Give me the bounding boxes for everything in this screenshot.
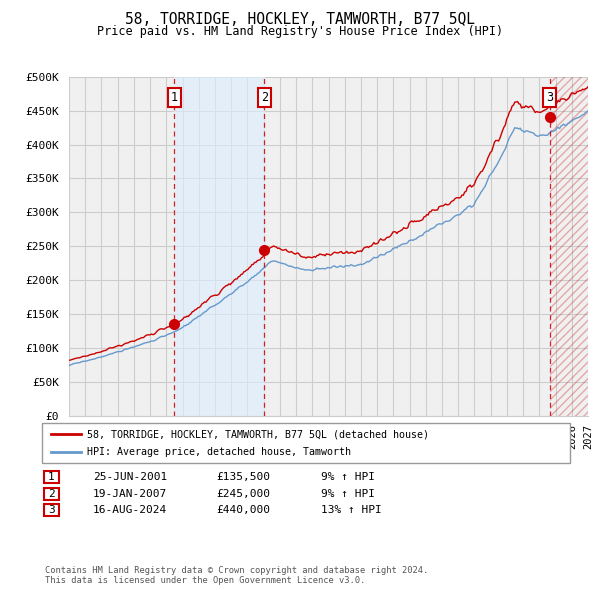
Text: 58, TORRIDGE, HOCKLEY, TAMWORTH, B77 5QL (detached house): 58, TORRIDGE, HOCKLEY, TAMWORTH, B77 5QL… [87,430,429,440]
Text: Contains HM Land Registry data © Crown copyright and database right 2024.
This d: Contains HM Land Registry data © Crown c… [45,566,428,585]
Text: 9% ↑ HPI: 9% ↑ HPI [321,473,375,482]
Text: 3: 3 [546,90,553,104]
Bar [174,77,265,416]
Text: 16-AUG-2024: 16-AUG-2024 [93,506,167,515]
Text: 1: 1 [170,90,178,104]
Text: £245,000: £245,000 [216,489,270,499]
Text: Price paid vs. HM Land Registry's House Price Index (HPI): Price paid vs. HM Land Registry's House … [97,25,503,38]
Text: 13% ↑ HPI: 13% ↑ HPI [321,506,382,515]
Text: £440,000: £440,000 [216,506,270,515]
Text: £135,500: £135,500 [216,473,270,482]
Text: 25-JUN-2001: 25-JUN-2001 [93,473,167,482]
Bar [550,77,588,416]
Text: 58, TORRIDGE, HOCKLEY, TAMWORTH, B77 5QL: 58, TORRIDGE, HOCKLEY, TAMWORTH, B77 5QL [125,12,475,27]
Text: 9% ↑ HPI: 9% ↑ HPI [321,489,375,499]
Text: 19-JAN-2007: 19-JAN-2007 [93,489,167,499]
Text: HPI: Average price, detached house, Tamworth: HPI: Average price, detached house, Tamw… [87,447,351,457]
Text: 2: 2 [48,489,55,499]
Text: 3: 3 [48,506,55,515]
Text: 2: 2 [261,90,268,104]
Text: 1: 1 [48,473,55,482]
